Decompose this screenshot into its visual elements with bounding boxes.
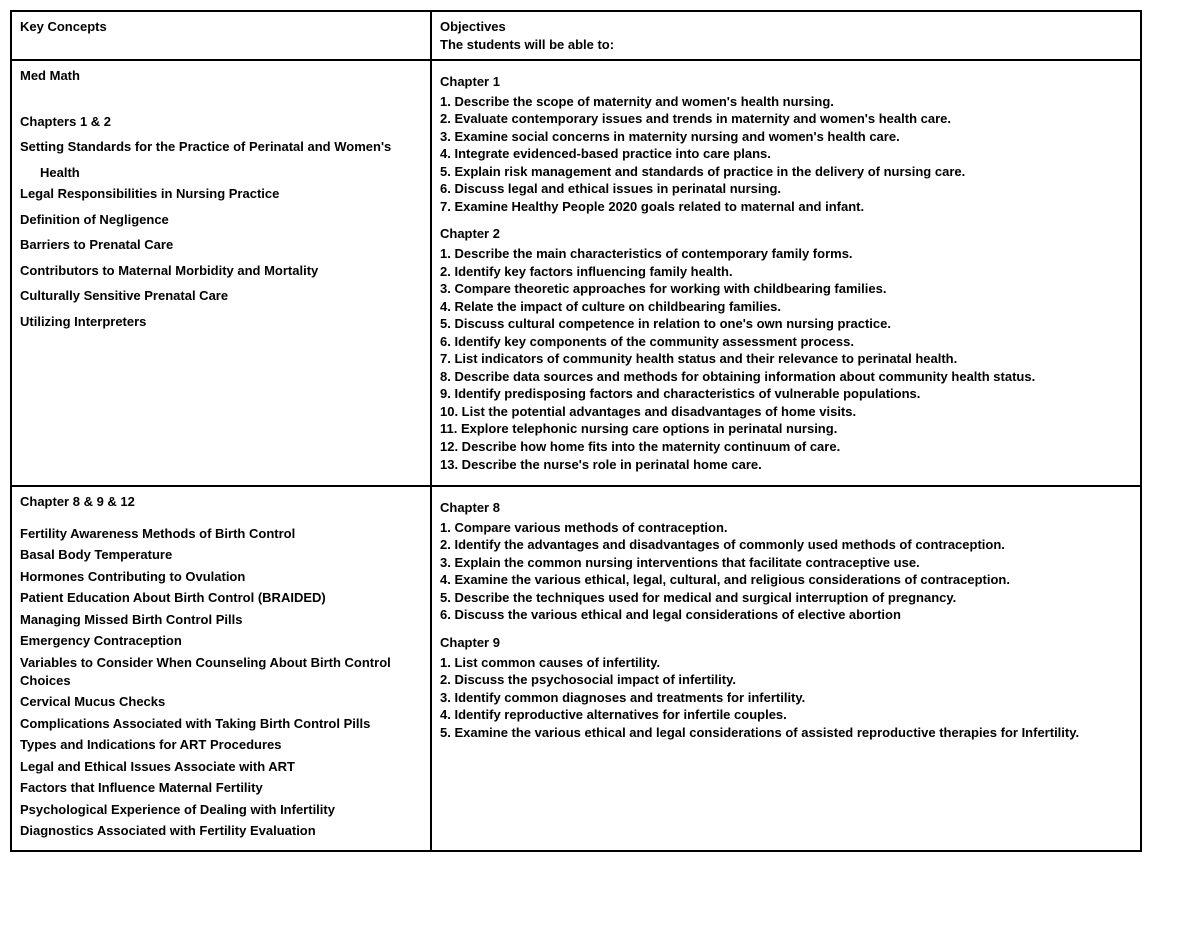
- key-concept-line: Legal and Ethical Issues Associate with …: [20, 758, 422, 776]
- objective-item: 5. Examine the various ethical and legal…: [440, 724, 1132, 742]
- header-row: Key Concepts Objectives The students wil…: [11, 11, 1141, 60]
- chapter-heading: Chapter 9: [440, 634, 1132, 652]
- objective-item: 7. List indicators of community health s…: [440, 350, 1132, 368]
- header-left: Key Concepts: [11, 11, 431, 60]
- key-concept-line: Factors that Influence Maternal Fertilit…: [20, 779, 422, 797]
- objective-item: 10. List the potential advantages and di…: [440, 403, 1132, 421]
- header-right-line1: Objectives: [440, 18, 1132, 36]
- objective-item: 6. Identify key components of the commun…: [440, 333, 1132, 351]
- key-concept-line: Barriers to Prenatal Care: [20, 236, 422, 254]
- objective-item: 5. Describe the techniques used for medi…: [440, 589, 1132, 607]
- key-concept-line: Setting Standards for the Practice of Pe…: [20, 138, 422, 156]
- key-concept-line: Med Math: [20, 67, 422, 85]
- chapter-heading: Chapter 1: [440, 73, 1132, 91]
- key-concept-line: Utilizing Interpreters: [20, 313, 422, 331]
- key-concept-line: Hormones Contributing to Ovulation: [20, 568, 422, 586]
- chapter-heading: Chapter 8: [440, 499, 1132, 517]
- key-concept-line: Basal Body Temperature: [20, 546, 422, 564]
- objective-item: 7. Examine Healthy People 2020 goals rel…: [440, 198, 1132, 216]
- objective-item: 1. List common causes of infertility.: [440, 654, 1132, 672]
- course-table: Key Concepts Objectives The students wil…: [10, 10, 1142, 852]
- key-concept-line: Definition of Negligence: [20, 211, 422, 229]
- objective-item: 4. Relate the impact of culture on child…: [440, 298, 1132, 316]
- objective-list: 1. Describe the scope of maternity and w…: [440, 93, 1132, 216]
- objective-item: 1. Describe the scope of maternity and w…: [440, 93, 1132, 111]
- key-concept-line: Patient Education About Birth Control (B…: [20, 589, 422, 607]
- header-right: Objectives The students will be able to:: [431, 11, 1141, 60]
- header-right-line2: The students will be able to:: [440, 36, 1132, 54]
- key-concepts-cell-1: Med Math Chapters 1 & 2 Setting Standards …: [11, 60, 431, 486]
- objective-item: 2. Identify the advantages and disadvant…: [440, 536, 1132, 554]
- objective-item: 8. Describe data sources and methods for…: [440, 368, 1132, 386]
- key-concept-line: [20, 103, 422, 113]
- objective-item: 2. Identify key factors influencing fami…: [440, 263, 1132, 281]
- objective-item: 4. Identify reproductive alternatives fo…: [440, 706, 1132, 724]
- objective-item: 1. Describe the main characteristics of …: [440, 245, 1132, 263]
- objective-item: 1. Compare various methods of contracept…: [440, 519, 1132, 537]
- key-concept-line: Cervical Mucus Checks: [20, 693, 422, 711]
- key-concepts-cell-2: Chapter 8 & 9 & 12 Fertility Awareness Me…: [11, 486, 431, 851]
- content-row-1: Med Math Chapters 1 & 2 Setting Standards …: [11, 60, 1141, 486]
- content-row-2: Chapter 8 & 9 & 12 Fertility Awareness Me…: [11, 486, 1141, 851]
- key-concept-line: Culturally Sensitive Prenatal Care: [20, 287, 422, 305]
- objective-list: 1. Compare various methods of contracept…: [440, 519, 1132, 624]
- key-concept-line: Complications Associated with Taking Bir…: [20, 715, 422, 733]
- objective-item: 13. Describe the nurse's role in perinat…: [440, 456, 1132, 474]
- objective-item: 5. Explain risk management and standards…: [440, 163, 1132, 181]
- objective-item: 12. Describe how home fits into the mate…: [440, 438, 1132, 456]
- key-concept-line: Managing Missed Birth Control Pills: [20, 611, 422, 629]
- key-concept-line: Chapter 8 & 9 & 12: [20, 493, 422, 511]
- objectives-cell-1: Chapter 1 1. Describe the scope of matern…: [431, 60, 1141, 486]
- key-concept-line: [20, 93, 422, 103]
- key-concept-line: Chapters 1 & 2: [20, 113, 422, 131]
- objective-item: 3. Examine social concerns in maternity …: [440, 128, 1132, 146]
- objective-list: 1. Describe the main characteristics of …: [440, 245, 1132, 473]
- objective-item: 2. Evaluate contemporary issues and tren…: [440, 110, 1132, 128]
- objective-item: 9. Identify predisposing factors and cha…: [440, 385, 1132, 403]
- objective-list: 1. List common causes of infertility.2. …: [440, 654, 1132, 742]
- key-concept-line: Psychological Experience of Dealing with…: [20, 801, 422, 819]
- key-concept-line: Contributors to Maternal Morbidity and M…: [20, 262, 422, 280]
- key-concept-line: Fertility Awareness Methods of Birth Con…: [20, 525, 422, 543]
- objectives-cell-2: Chapter 8 1. Compare various methods of c…: [431, 486, 1141, 851]
- objective-item: 3. Compare theoretic approaches for work…: [440, 280, 1132, 298]
- objective-item: 2. Discuss the psychosocial impact of in…: [440, 671, 1132, 689]
- objective-item: 6. Discuss the various ethical and legal…: [440, 606, 1132, 624]
- objective-item: 4. Integrate evidenced-based practice in…: [440, 145, 1132, 163]
- key-concept-line: Legal Responsibilities in Nursing Practi…: [20, 185, 422, 203]
- objective-item: 5. Discuss cultural competence in relati…: [440, 315, 1132, 333]
- objective-item: 3. Explain the common nursing interventi…: [440, 554, 1132, 572]
- objective-item: 3. Identify common diagnoses and treatme…: [440, 689, 1132, 707]
- objective-item: 6. Discuss legal and ethical issues in p…: [440, 180, 1132, 198]
- key-concept-line: Variables to Consider When Counseling Ab…: [20, 654, 422, 689]
- objective-item: 4. Examine the various ethical, legal, c…: [440, 571, 1132, 589]
- key-concept-line: Diagnostics Associated with Fertility Ev…: [20, 822, 422, 840]
- key-concept-line: Types and Indications for ART Procedures: [20, 736, 422, 754]
- objective-item: 11. Explore telephonic nursing care opti…: [440, 420, 1132, 438]
- header-left-text: Key Concepts: [20, 19, 107, 34]
- chapter-heading: Chapter 2: [440, 225, 1132, 243]
- key-concept-line: Emergency Contraception: [20, 632, 422, 650]
- key-concept-line: [20, 515, 422, 525]
- key-concept-line: Health: [20, 164, 422, 182]
